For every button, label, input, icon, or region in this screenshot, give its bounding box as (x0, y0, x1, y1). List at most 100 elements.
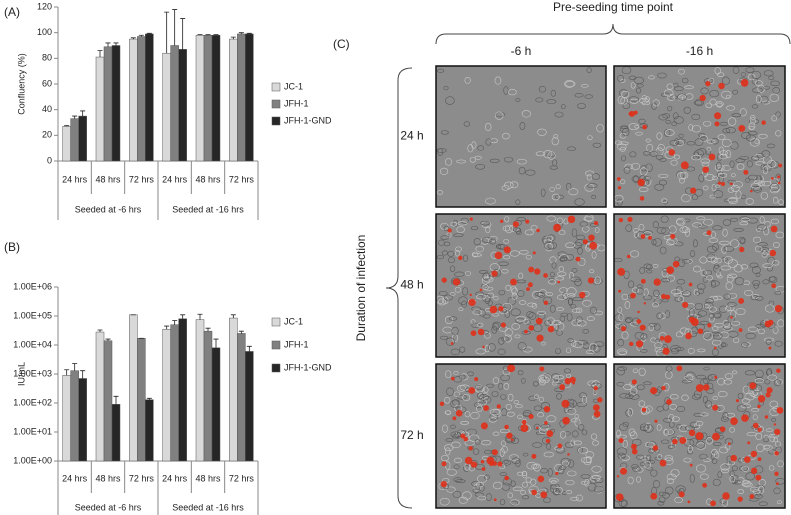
cell-outline (663, 129, 671, 137)
infected-cell (755, 474, 762, 481)
error-bar (180, 314, 186, 319)
cell-outline (625, 316, 633, 324)
infected-cell (752, 422, 759, 429)
cell-outline (696, 442, 706, 450)
legend-label: JFH-1-GND (284, 362, 332, 372)
cell-outline (509, 454, 519, 461)
cell-outline (747, 217, 759, 224)
cell-outline (721, 90, 732, 99)
cell-outline (667, 444, 676, 450)
infected-cell (722, 492, 730, 500)
cell-outline (515, 227, 521, 234)
cell-outline (629, 151, 637, 158)
y-tick-label: 1.00E+06 (13, 281, 52, 291)
cell-outline (755, 94, 762, 104)
infected-cell (617, 267, 626, 276)
cell-outline (488, 343, 496, 352)
cell-outline (678, 424, 689, 433)
cell-outline (486, 383, 494, 388)
column-label: -6 h (511, 44, 532, 58)
cell-outline (619, 179, 626, 185)
cell-outline (660, 215, 669, 223)
cell-outline (681, 394, 689, 401)
cell-outline (645, 441, 655, 448)
cell-outline (617, 307, 623, 313)
cell-outline (565, 479, 575, 486)
cell-outline (694, 149, 704, 158)
infected-cell (642, 124, 647, 130)
x-tick-label: 72 hrs (229, 473, 255, 483)
infected-cell (500, 322, 507, 328)
infected-cell (469, 293, 472, 297)
cell-outline (444, 315, 454, 325)
cell-outline (716, 102, 723, 108)
infected-cell (666, 266, 675, 275)
cell-outline (590, 433, 598, 440)
infected-cell (488, 461, 494, 467)
infected-cell (547, 325, 555, 333)
cell-outline (769, 93, 780, 103)
infected-cell (494, 251, 503, 260)
cell-outline (517, 414, 523, 420)
cell-outline (590, 344, 596, 353)
cell-outline (586, 456, 592, 464)
infected-cell (735, 399, 739, 403)
cell-outline (459, 384, 470, 391)
cell-outline (776, 500, 782, 505)
bar (195, 319, 205, 462)
cell-outline (633, 228, 639, 233)
cell-outline (712, 478, 721, 487)
column-axis-title: Pre-seeding time point (553, 0, 674, 14)
cell-outline (527, 302, 537, 307)
cell-outline (695, 98, 704, 107)
cell-outline (615, 323, 626, 329)
cell-outline (684, 375, 695, 381)
micrograph-bg (436, 214, 606, 357)
cell-outline (487, 292, 495, 299)
cell-outline (504, 310, 510, 318)
cell-outline (703, 331, 713, 341)
cell-outline (565, 373, 572, 378)
cell-outline (704, 400, 713, 409)
cell-outline (557, 294, 567, 300)
cell-outline (485, 138, 492, 146)
infected-cell (460, 433, 466, 439)
cell-outline (567, 470, 577, 477)
cell-outline (616, 447, 628, 456)
infected-cell (749, 494, 755, 499)
cell-outline (515, 199, 521, 206)
cell-outline (711, 137, 719, 145)
cell-outline (485, 197, 496, 205)
cell-outline (476, 294, 487, 300)
cell-outline (757, 242, 768, 247)
cell-outline (709, 306, 717, 313)
cell-outline (762, 279, 770, 285)
cell-outline (629, 431, 638, 440)
y-tick-label: 1.00E+03 (13, 368, 52, 378)
infected-cell (668, 149, 676, 156)
cell-outline (501, 445, 508, 453)
cell-outline (570, 304, 577, 309)
infected-cell (676, 365, 683, 372)
cell-outline (630, 321, 638, 327)
cell-outline (772, 260, 780, 266)
infected-cell (741, 414, 749, 422)
error-bar (197, 34, 203, 36)
cell-outline (500, 440, 506, 446)
cell-outline (673, 116, 684, 124)
error-bar (238, 32, 244, 34)
cell-outline (717, 391, 728, 398)
cell-outline (679, 226, 690, 234)
cell-outline (628, 280, 635, 289)
cell-outline (445, 370, 452, 379)
cell-outline (555, 184, 561, 190)
cell-outline (647, 441, 657, 449)
infected-cell (440, 481, 447, 488)
infected-cell (626, 254, 631, 259)
cell-outline (503, 382, 510, 390)
row-label: 48 h (400, 278, 423, 292)
cell-outline (687, 348, 695, 354)
cell-outline (708, 237, 718, 243)
infected-cell (463, 436, 469, 442)
y-tick-label: 1.00E+04 (13, 339, 52, 349)
